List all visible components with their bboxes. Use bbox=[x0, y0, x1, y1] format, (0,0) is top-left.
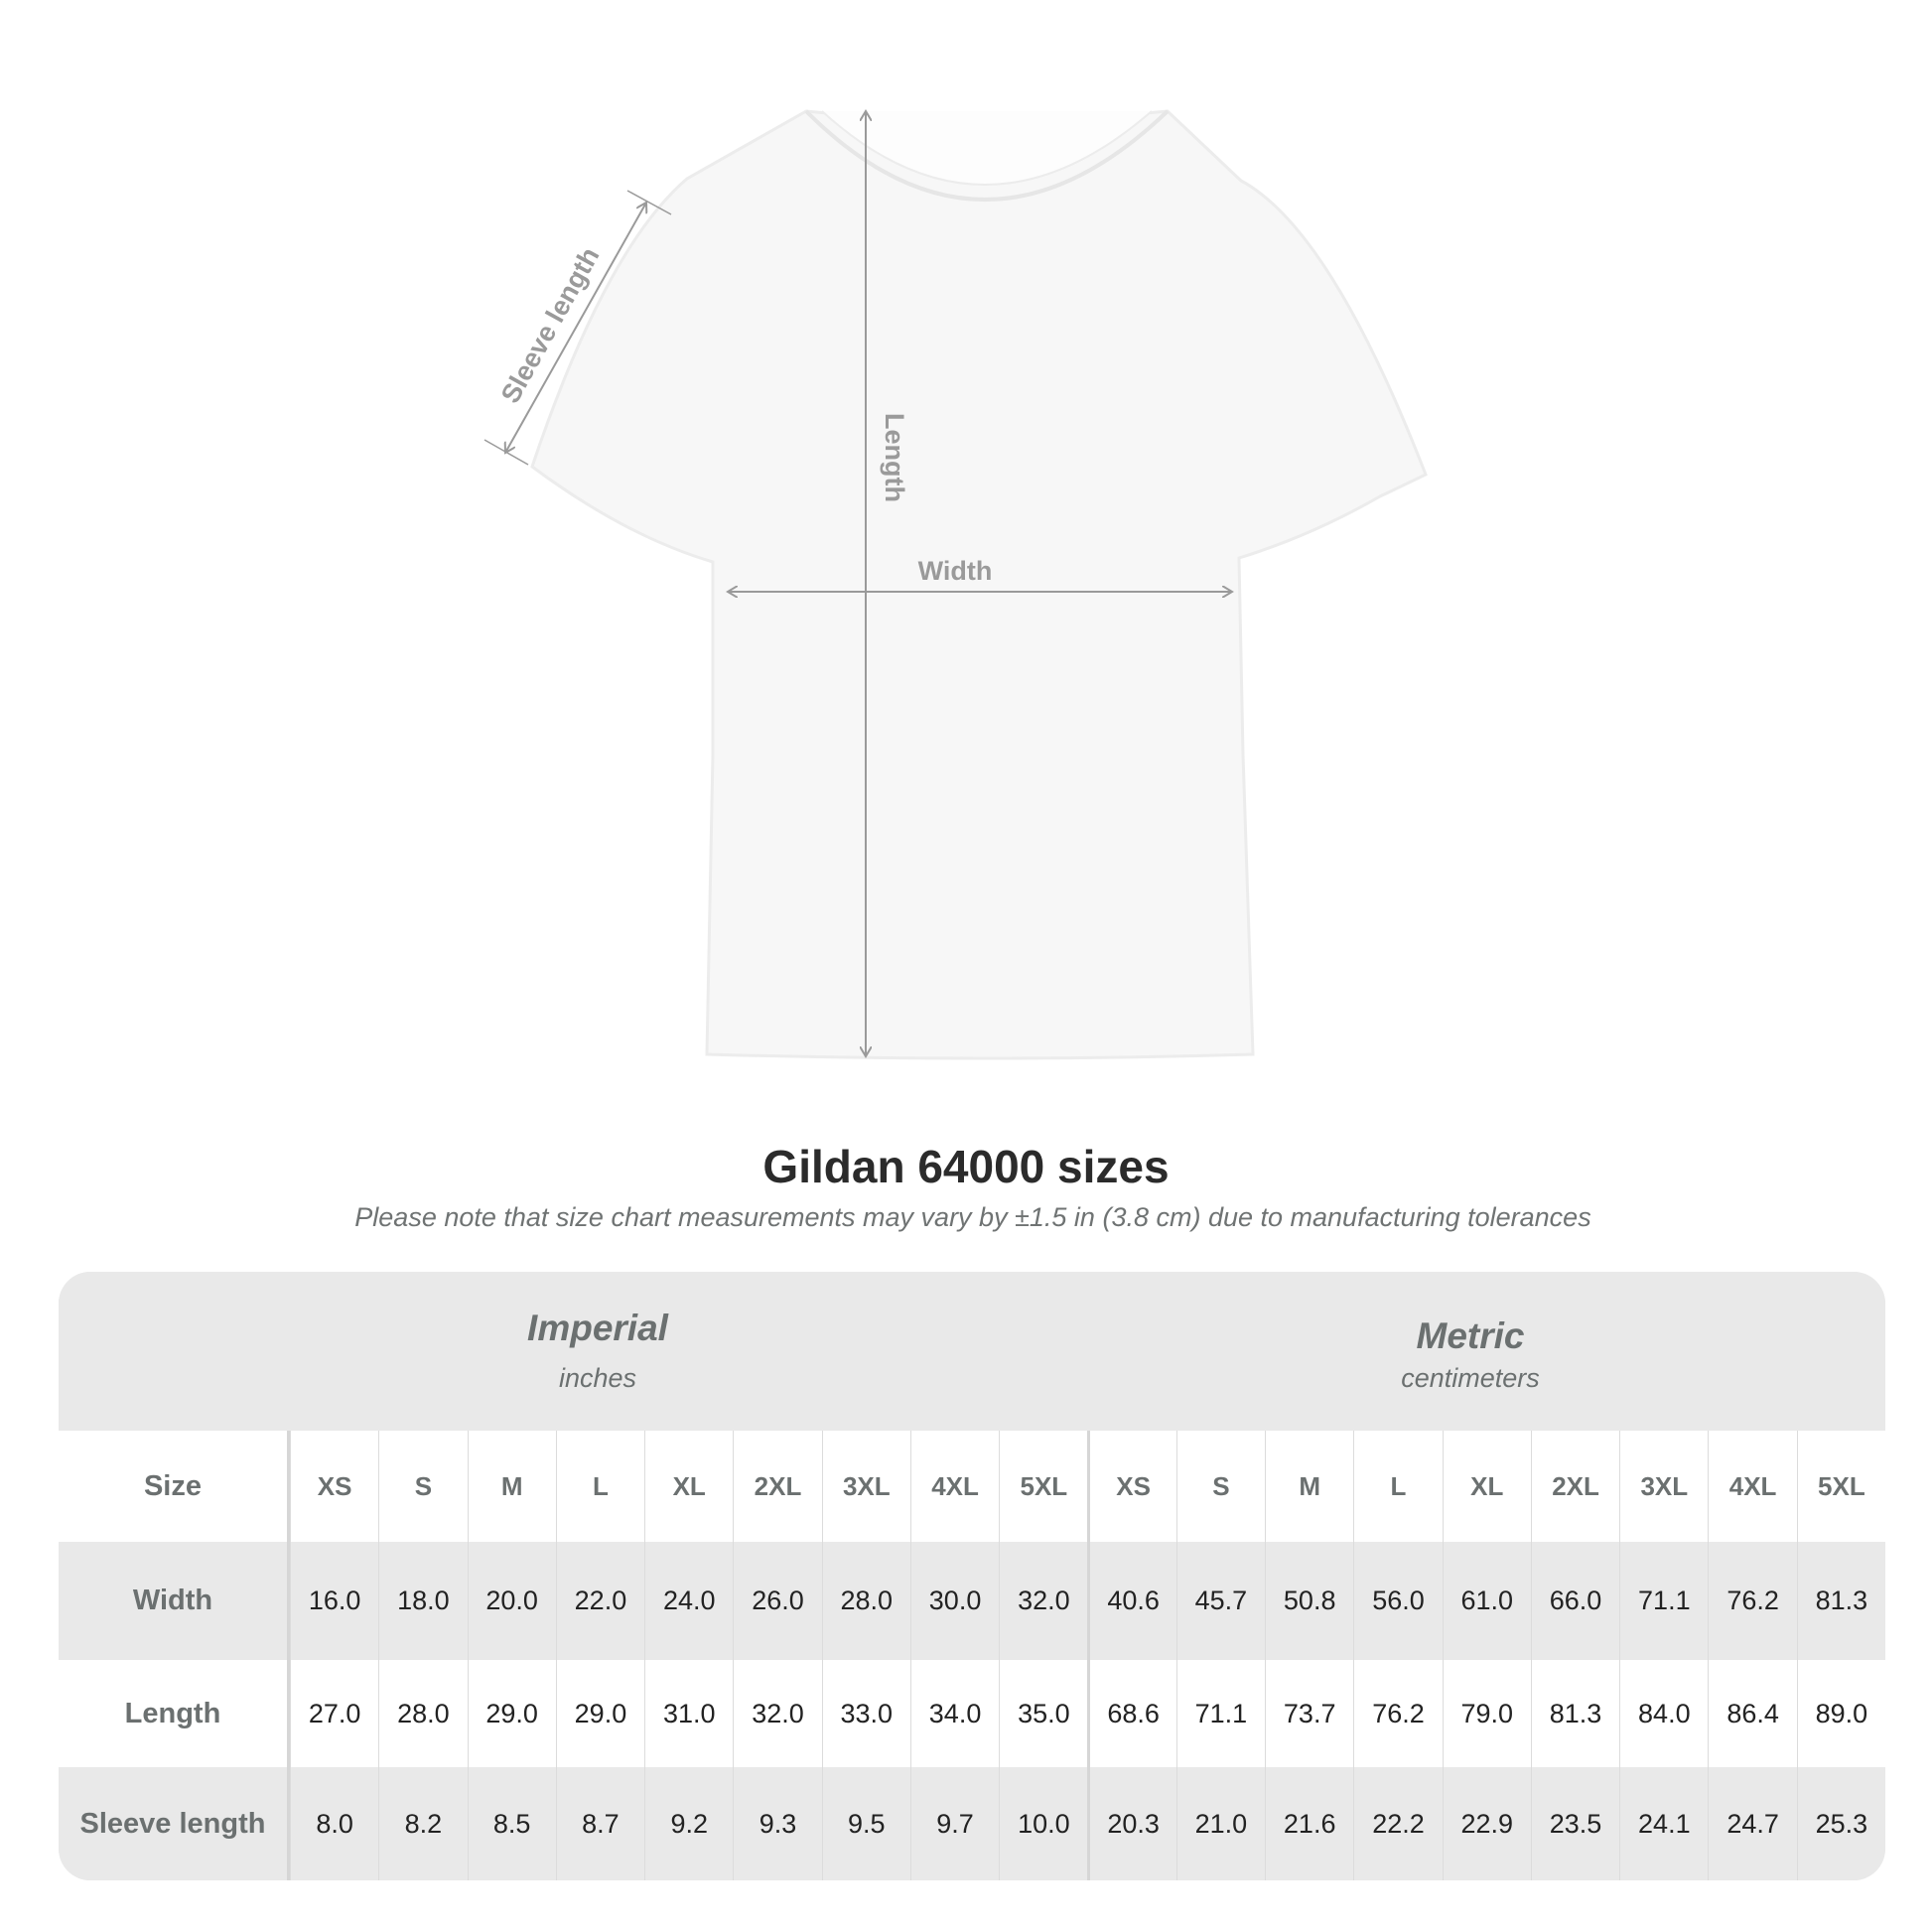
metric-size-header: 4XL bbox=[1708, 1431, 1796, 1542]
page-title: Gildan 64000 sizes bbox=[762, 1141, 1170, 1192]
metric-unit: centimeters bbox=[1401, 1363, 1540, 1393]
row-label: Sleeve length bbox=[59, 1767, 290, 1880]
imperial-value-cell: 28.0 bbox=[821, 1542, 910, 1660]
imperial-unit: inches bbox=[558, 1363, 637, 1393]
metric-value-cell: 20.3 bbox=[1087, 1767, 1175, 1880]
imperial-size-header: 5XL bbox=[999, 1431, 1087, 1542]
metric-value-cell: 84.0 bbox=[1619, 1660, 1708, 1767]
metric-value-cell: 71.1 bbox=[1175, 1660, 1265, 1767]
imperial-size-header: 3XL bbox=[821, 1431, 910, 1542]
metric-size-header: 3XL bbox=[1619, 1431, 1708, 1542]
imperial-value-cell: 9.7 bbox=[909, 1767, 999, 1880]
metric-value-cell: 76.2 bbox=[1353, 1660, 1442, 1767]
metric-value-cell: 24.7 bbox=[1708, 1767, 1796, 1880]
imperial-header: Imperial inches bbox=[399, 1308, 796, 1394]
metric-header: Metric centimeters bbox=[1272, 1315, 1669, 1394]
tolerance-note: Please note that size chart measurements… bbox=[354, 1202, 1591, 1232]
metric-value-cell: 81.3 bbox=[1530, 1660, 1619, 1767]
metric-value-cell: 24.1 bbox=[1619, 1767, 1708, 1880]
sleeve-arrow bbox=[505, 203, 646, 453]
imperial-value-cell: 35.0 bbox=[999, 1660, 1087, 1767]
metric-size-header: XS bbox=[1087, 1431, 1175, 1542]
imperial-value-cell: 29.0 bbox=[555, 1660, 644, 1767]
imperial-value-cell: 10.0 bbox=[999, 1767, 1087, 1880]
metric-value-cell: 21.6 bbox=[1265, 1767, 1353, 1880]
imperial-value-cell: 8.7 bbox=[555, 1767, 644, 1880]
tshirt-diagram: Length Width Sleeve length bbox=[483, 0, 1428, 1060]
metric-value-cell: 68.6 bbox=[1087, 1660, 1175, 1767]
metric-size-header: 5XL bbox=[1796, 1431, 1885, 1542]
metric-size-header: S bbox=[1175, 1431, 1265, 1542]
imperial-label: Imperial bbox=[527, 1308, 668, 1348]
imperial-value-cell: 20.0 bbox=[467, 1542, 556, 1660]
imperial-value-cell: 32.0 bbox=[733, 1660, 821, 1767]
unit-header: Imperial inches Metric centimeters bbox=[59, 1272, 1885, 1431]
table-row: Width 16.0 18.0 20.0 22.0 24.0 26.0 28.0 30.0 32.… bbox=[59, 1542, 1885, 1660]
imperial-value-cell: 9.5 bbox=[821, 1767, 910, 1880]
imperial-size-header: XL bbox=[644, 1431, 733, 1542]
metric-value-cell: 76.2 bbox=[1708, 1542, 1796, 1660]
imperial-value-cell: 33.0 bbox=[821, 1660, 910, 1767]
metric-value-cell: 45.7 bbox=[1175, 1542, 1265, 1660]
imperial-size-header: S bbox=[378, 1431, 467, 1542]
imperial-size-header: 2XL bbox=[733, 1431, 821, 1542]
imperial-value-cell: 9.2 bbox=[644, 1767, 733, 1880]
metric-size-header: L bbox=[1353, 1431, 1442, 1542]
collar bbox=[804, 109, 1170, 202]
imperial-value-cell: 34.0 bbox=[909, 1660, 999, 1767]
imperial-size-header: XS bbox=[289, 1431, 378, 1542]
length-label: Length bbox=[880, 413, 909, 502]
table-row: Sleeve length 8.0 8.2 8.5 8.7 9.2 9.3 9.5 9.7 10.… bbox=[59, 1767, 1885, 1880]
imperial-value-cell: 9.3 bbox=[733, 1767, 821, 1880]
metric-size-header: M bbox=[1265, 1431, 1353, 1542]
imperial-value-cell: 30.0 bbox=[909, 1542, 999, 1660]
size-table: Imperial inches Metric centimeters Size X… bbox=[59, 1272, 1885, 1880]
metric-value-cell: 22.9 bbox=[1442, 1767, 1531, 1880]
metric-value-cell: 81.3 bbox=[1796, 1542, 1885, 1660]
metric-value-cell: 22.2 bbox=[1353, 1767, 1442, 1880]
metric-value-cell: 56.0 bbox=[1353, 1542, 1442, 1660]
metric-value-cell: 61.0 bbox=[1442, 1542, 1531, 1660]
metric-value-cell: 40.6 bbox=[1087, 1542, 1175, 1660]
metric-value-cell: 21.0 bbox=[1175, 1767, 1265, 1880]
imperial-size-header: L bbox=[555, 1431, 644, 1542]
imperial-value-cell: 28.0 bbox=[378, 1660, 467, 1767]
imperial-value-cell: 27.0 bbox=[289, 1660, 378, 1767]
imperial-value-cell: 32.0 bbox=[999, 1542, 1087, 1660]
metric-size-header: XL bbox=[1442, 1431, 1531, 1542]
metric-size-header: 2XL bbox=[1530, 1431, 1619, 1542]
imperial-value-cell: 29.0 bbox=[467, 1660, 556, 1767]
row-label: Length bbox=[59, 1660, 290, 1767]
width-label: Width bbox=[918, 556, 993, 586]
imperial-value-cell: 26.0 bbox=[733, 1542, 821, 1660]
metric-value-cell: 66.0 bbox=[1530, 1542, 1619, 1660]
metric-value-cell: 73.7 bbox=[1265, 1660, 1353, 1767]
size-header-row: Size XS S M L XL 2XL 3XL 4XL 5XL XS S M L XL 2XL 3XL 4XL 5… bbox=[59, 1431, 1885, 1542]
metric-value-cell: 25.3 bbox=[1796, 1767, 1885, 1880]
metric-value-cell: 79.0 bbox=[1442, 1660, 1531, 1767]
imperial-size-header: 4XL bbox=[909, 1431, 999, 1542]
imperial-value-cell: 8.2 bbox=[378, 1767, 467, 1880]
imperial-value-cell: 18.0 bbox=[378, 1542, 467, 1660]
imperial-value-cell: 16.0 bbox=[289, 1542, 378, 1660]
imperial-value-cell: 31.0 bbox=[644, 1660, 733, 1767]
metric-value-cell: 86.4 bbox=[1708, 1660, 1796, 1767]
imperial-value-cell: 8.0 bbox=[289, 1767, 378, 1880]
imperial-value-cell: 22.0 bbox=[555, 1542, 644, 1660]
imperial-value-cell: 24.0 bbox=[644, 1542, 733, 1660]
row-label: Width bbox=[59, 1542, 290, 1660]
imperial-value-cell: 8.5 bbox=[467, 1767, 556, 1880]
metric-value-cell: 71.1 bbox=[1619, 1542, 1708, 1660]
table-row: Length 27.0 28.0 29.0 29.0 31.0 32.0 33.0 34.0 35… bbox=[59, 1660, 1885, 1767]
metric-value-cell: 23.5 bbox=[1530, 1767, 1619, 1880]
metric-label: Metric bbox=[1416, 1315, 1525, 1356]
size-label: Size bbox=[59, 1431, 290, 1542]
metric-value-cell: 50.8 bbox=[1265, 1542, 1353, 1660]
metric-value-cell: 89.0 bbox=[1796, 1660, 1885, 1767]
imperial-size-header: M bbox=[467, 1431, 556, 1542]
